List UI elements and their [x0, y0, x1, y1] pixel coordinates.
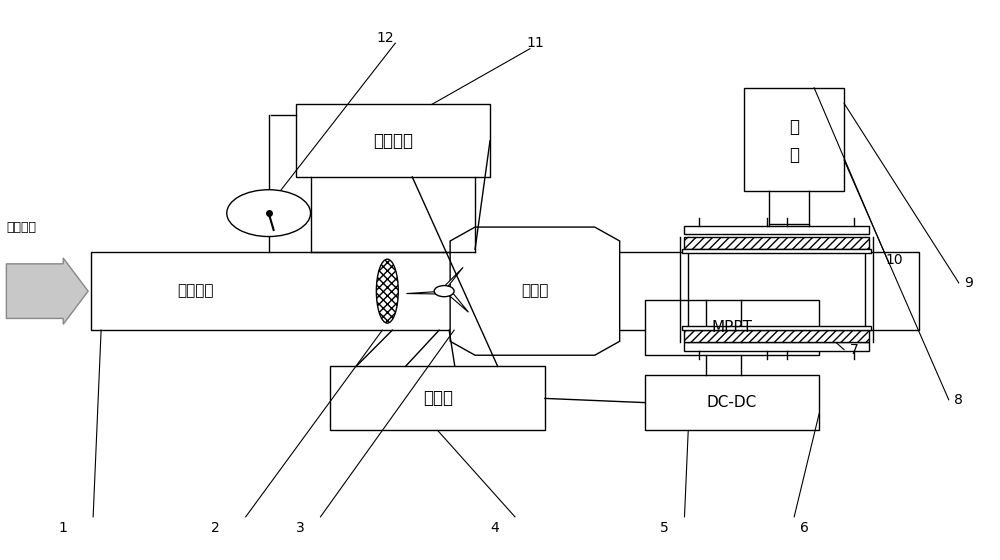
FancyArrow shape — [6, 258, 88, 324]
Circle shape — [227, 190, 311, 236]
Circle shape — [434, 286, 454, 297]
Text: 5: 5 — [660, 521, 669, 535]
Polygon shape — [450, 227, 620, 355]
Text: 4: 4 — [491, 521, 499, 535]
Text: 9: 9 — [964, 276, 973, 290]
Bar — [682, 249, 871, 253]
Bar — [684, 330, 869, 342]
Text: 电控单元: 电控单元 — [373, 132, 413, 150]
Text: 箱: 箱 — [789, 146, 799, 164]
Text: 3: 3 — [296, 521, 305, 535]
Text: 8: 8 — [954, 393, 963, 407]
Bar — [682, 326, 871, 330]
Text: 蓄电池: 蓄电池 — [423, 389, 453, 408]
Ellipse shape — [376, 259, 398, 323]
Bar — [684, 342, 869, 351]
Bar — [91, 252, 919, 330]
Text: 2: 2 — [211, 521, 220, 535]
Polygon shape — [444, 267, 463, 291]
Text: 12: 12 — [377, 31, 394, 45]
Text: 10: 10 — [885, 254, 903, 268]
Bar — [330, 366, 545, 431]
Text: 11: 11 — [526, 36, 544, 50]
Text: 水: 水 — [789, 118, 799, 136]
Text: 催化剂: 催化剂 — [521, 284, 549, 298]
Bar — [296, 105, 490, 177]
Text: 1: 1 — [59, 521, 68, 535]
Text: 6: 6 — [800, 521, 809, 535]
Polygon shape — [406, 291, 444, 294]
Polygon shape — [444, 291, 469, 312]
Text: 7: 7 — [850, 343, 858, 357]
Bar — [684, 226, 869, 234]
Text: 排气管道: 排气管道 — [178, 284, 214, 298]
Bar — [684, 237, 869, 249]
Bar — [645, 375, 819, 431]
Bar — [645, 300, 819, 355]
Text: DC-DC: DC-DC — [707, 395, 757, 410]
Text: 进气方向: 进气方向 — [6, 221, 36, 234]
Bar — [744, 88, 844, 191]
Text: MPPT: MPPT — [711, 320, 752, 335]
